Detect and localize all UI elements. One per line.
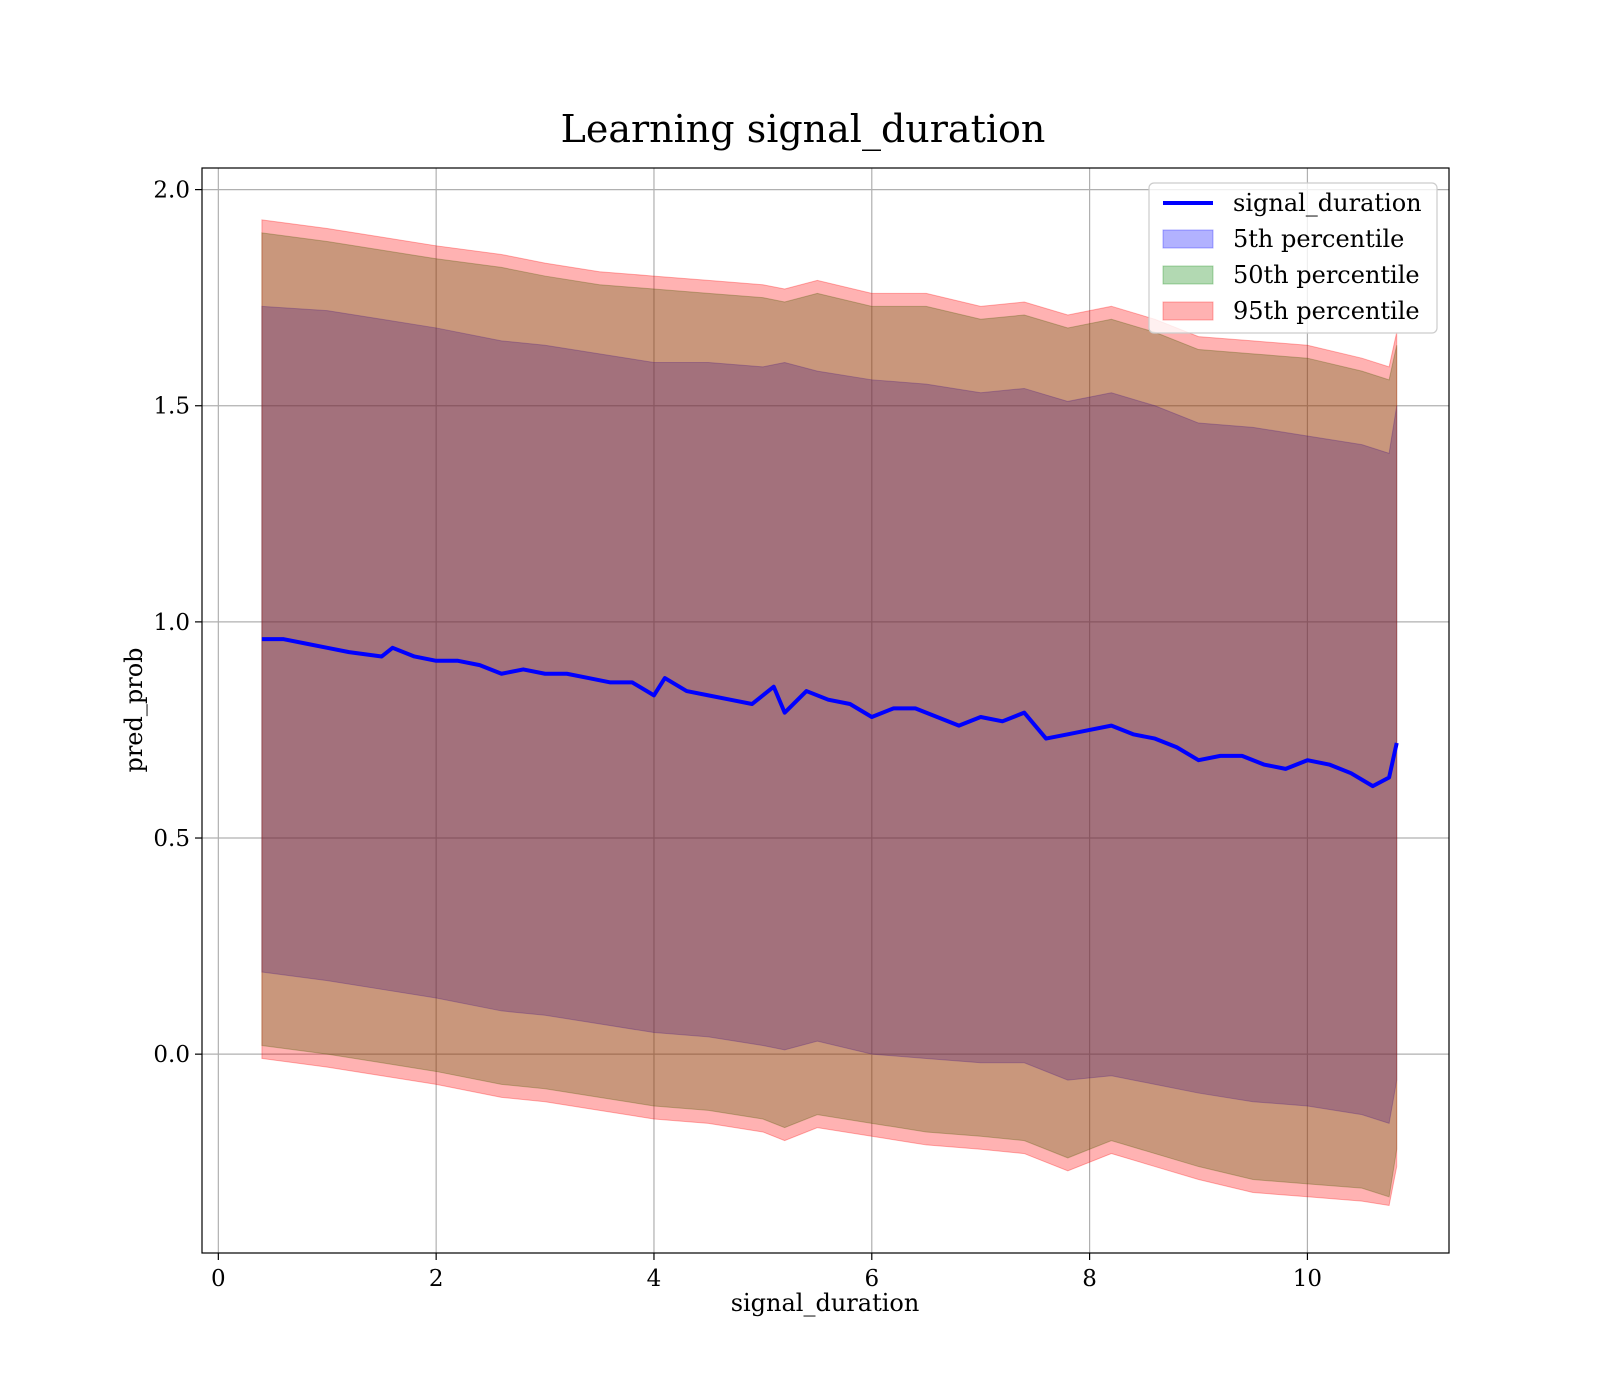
y-tick-label: 0.5 (153, 826, 190, 852)
legend-box (1148, 182, 1438, 334)
legend-swatch-5th-percentile (1162, 229, 1214, 249)
grid (202, 168, 1449, 1253)
legend-swatch-50th-percentile (1162, 265, 1214, 285)
y-axis-ticks: 0.0 0.5 1.0 1.5 2.0 (153, 178, 202, 1068)
y-axis-label: pred_prob (120, 647, 148, 772)
x-tick-label: 0 (211, 1266, 226, 1292)
series-lines (261, 637, 1399, 789)
x-tick-label: 8 (1082, 1266, 1097, 1292)
y-tick-label: 1.0 (153, 610, 190, 636)
percentile-bands (261, 219, 1398, 1207)
y-tick-label: 0.0 (153, 1042, 190, 1068)
x-tick-label: 10 (1293, 1266, 1322, 1292)
legend-label-signal-duration: signal_duration (1233, 189, 1422, 217)
band-50th-percentile (261, 232, 1398, 1198)
legend-label-95th-percentile: 95th percentile (1233, 297, 1420, 325)
chart-title: Learning signal_duration (561, 107, 1046, 152)
x-axis-label: signal_duration (731, 1289, 920, 1317)
x-axis-ticks: 0 2 4 6 8 10 (211, 1253, 1322, 1292)
x-tick-label: 4 (647, 1266, 662, 1292)
x-tick-label: 6 (864, 1266, 879, 1292)
plot-frame (201, 167, 1450, 1254)
band-5th-percentile (261, 305, 1398, 1124)
legend-label-5th-percentile: 5th percentile (1233, 225, 1404, 253)
band-95th-percentile (261, 219, 1398, 1207)
legend-label-50th-percentile: 50th percentile (1233, 261, 1420, 289)
x-tick-label: 2 (429, 1266, 444, 1292)
legend-swatch-95th-percentile (1162, 301, 1214, 321)
series-line-signal-duration (261, 637, 1399, 789)
y-tick-label: 2.0 (153, 178, 190, 204)
y-tick-label: 1.5 (153, 394, 190, 420)
legend: signal_duration 5th percentile 50th percen… (1148, 182, 1438, 334)
